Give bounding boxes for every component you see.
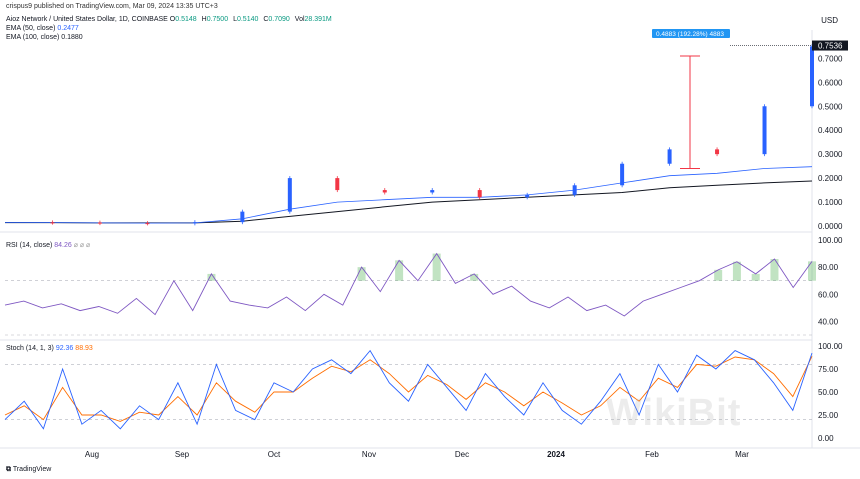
time-tick-label: Nov [362, 450, 376, 459]
stoch-tick-label: 100.00 [818, 342, 843, 351]
rsi-overbought-fill [207, 273, 216, 281]
rsi-overbought-fill [808, 261, 816, 281]
price-tick-label: 0.6000 [818, 78, 843, 87]
measure-label: 0.4883 (192.28%) 4883 [656, 31, 724, 38]
candle-body [97, 222, 102, 224]
watermark: WikiBit [606, 392, 742, 434]
rsi-tick-label: 80.00 [818, 263, 839, 272]
candle-body [762, 106, 767, 155]
time-tick-label: Aug [85, 450, 99, 459]
ema50-value: 0.2477 [57, 25, 79, 32]
rsi-settings-icon[interactable]: ⌀ ⌀ ⌀ [73, 242, 91, 249]
symbol-ohlc: Aioz Network / United States Dollar, 1D,… [6, 15, 335, 24]
tradingview-logo-icon: ⧉ [6, 466, 11, 473]
ohlc-vol-key: Vol [294, 16, 305, 23]
rsi-overbought-fill [714, 269, 723, 281]
candle-body [810, 46, 814, 107]
ohlc-high-key: H [201, 16, 207, 23]
last-price-label: 0.7536 [818, 42, 843, 51]
stoch-legend[interactable]: Stoch (14, 1, 3) 92.36 88.93 [6, 345, 93, 352]
tradingview-brand[interactable]: ⧉ TradingView [6, 466, 51, 474]
rsi-overbought-fill [432, 253, 441, 281]
published-note: crispus9 published on TradingView.com, M… [6, 3, 218, 10]
candle-body [667, 149, 672, 164]
rsi-tick-label: 60.00 [818, 290, 839, 299]
stoch-label: Stoch (14, 1, 3) [6, 345, 54, 352]
rsi-legend[interactable]: RSI (14, close) 84.26 ⌀ ⌀ ⌀ [6, 241, 90, 249]
rsi-label: RSI (14, close) [6, 242, 53, 249]
candle-body [240, 211, 245, 223]
ema100-value: 0.1880 [61, 34, 83, 41]
ema50-line [4, 166, 813, 224]
symbol-legend: Aioz Network / United States Dollar, 1D,… [6, 15, 335, 42]
time-tick-label: Mar [735, 450, 749, 459]
measure-label-box [652, 29, 730, 38]
ema100-label: EMA (100, close) [6, 34, 60, 41]
stoch-d-line [4, 356, 813, 422]
candle-body [287, 178, 292, 212]
ema50-legend[interactable]: EMA (50, close) 0.2477 [6, 24, 335, 33]
candle-body [430, 190, 435, 193]
stoch-tick-label: 75.00 [818, 365, 839, 374]
currency-label[interactable]: USD [821, 16, 838, 25]
ohlc-open-key: O [169, 16, 176, 23]
candle-body [525, 194, 530, 198]
time-tick-label: Oct [268, 450, 281, 459]
stoch-k-line [4, 349, 813, 430]
rsi-overbought-fill [470, 273, 479, 281]
candle-body [382, 190, 387, 193]
ohlc-low-key: L [233, 16, 237, 23]
stoch-tick-label: 0.00 [818, 434, 834, 443]
ohlc-vol: 28.391M [304, 16, 332, 23]
rsi-overbought-fill [357, 267, 366, 281]
rsi-tick-label: 100.00 [818, 236, 843, 245]
stoch-d-value: 88.93 [75, 345, 93, 352]
candle-body [50, 222, 55, 224]
price-tick-label: 0.4000 [818, 126, 843, 135]
price-tick-label: 0.1000 [818, 198, 843, 207]
candle-body [477, 190, 482, 198]
ohlc-close-key: C [263, 16, 269, 23]
rsi-overbought-fill [751, 273, 760, 281]
brand-label: TradingView [12, 466, 52, 473]
ohlc-close: 0.7090 [268, 16, 290, 23]
ohlc-high: 0.7500 [206, 16, 229, 23]
stoch-tick-label: 25.00 [818, 411, 839, 420]
time-tick-label: 2024 [547, 450, 565, 459]
price-tick-label: 0.7000 [818, 54, 843, 63]
time-tick-label: Dec [455, 450, 469, 459]
price-tick-label: 0.3000 [818, 150, 843, 159]
last-price-tag [812, 40, 848, 51]
candle-body [335, 178, 340, 191]
candle-body [620, 163, 625, 186]
candle-body [192, 222, 197, 224]
price-tick-label: 0.0000 [818, 222, 843, 231]
candle-body [572, 185, 577, 195]
rsi-overbought-fill [770, 259, 779, 281]
ema50-label: EMA (50, close) [6, 25, 56, 32]
rsi-overbought-fill [732, 261, 741, 281]
time-tick-label: Feb [645, 450, 659, 459]
rsi-overbought-fill [395, 260, 404, 281]
stoch-k-value: 92.36 [55, 345, 74, 352]
rsi-tick-label: 40.00 [818, 317, 839, 326]
stoch-tick-label: 50.00 [818, 388, 839, 397]
price-tick-label: 0.5000 [818, 102, 843, 111]
candle-body [145, 223, 150, 225]
rsi-value: 84.26 [54, 242, 72, 249]
ohlc-open: 0.5148 [175, 16, 197, 23]
candle-body [715, 149, 720, 155]
rsi-line [4, 252, 813, 317]
time-tick-label: Sep [175, 450, 190, 459]
symbol-name[interactable]: Aioz Network / United States Dollar, 1D,… [6, 16, 168, 23]
price-tick-label: 0.2000 [818, 174, 843, 183]
ema100-legend[interactable]: EMA (100, close) 0.1880 [6, 33, 335, 42]
ema100-line [5, 180, 813, 224]
ohlc-low: 0.5140 [236, 16, 259, 23]
